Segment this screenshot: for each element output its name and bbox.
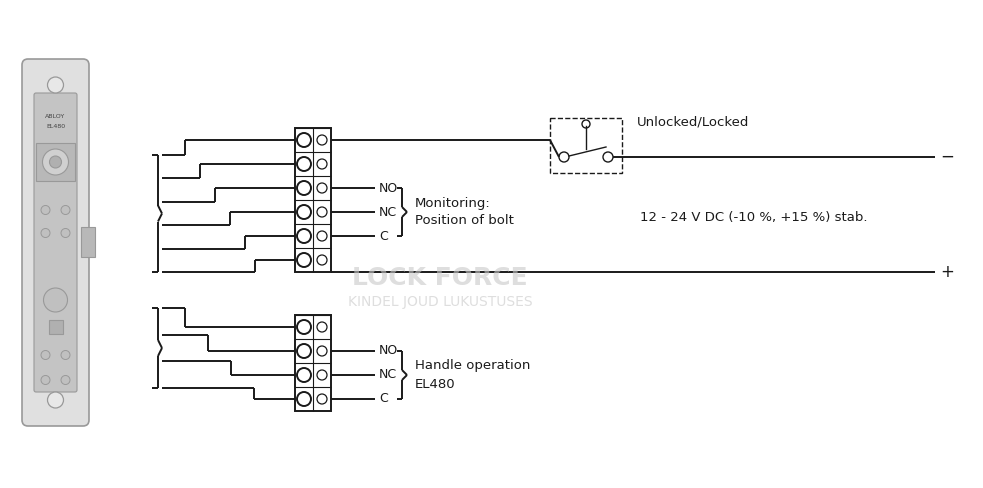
- Circle shape: [43, 288, 68, 312]
- Text: +: +: [940, 263, 954, 281]
- Text: NO: NO: [379, 182, 398, 195]
- Text: NC: NC: [379, 368, 397, 382]
- Circle shape: [317, 207, 327, 217]
- Circle shape: [317, 322, 327, 332]
- Circle shape: [61, 228, 70, 238]
- Text: Handle operation: Handle operation: [415, 360, 531, 372]
- FancyBboxPatch shape: [22, 59, 89, 426]
- Circle shape: [317, 394, 327, 404]
- Text: KINDEL JOUD LUKUSTUSES: KINDEL JOUD LUKUSTUSES: [348, 295, 533, 309]
- Circle shape: [317, 231, 327, 241]
- Circle shape: [297, 133, 311, 147]
- Circle shape: [41, 375, 50, 385]
- Circle shape: [297, 229, 311, 243]
- Bar: [295, 315, 331, 411]
- Circle shape: [317, 255, 327, 265]
- Circle shape: [297, 320, 311, 334]
- Text: LOCK FORCE: LOCK FORCE: [352, 266, 528, 290]
- Circle shape: [317, 370, 327, 380]
- Text: Unlocked/Locked: Unlocked/Locked: [637, 116, 749, 128]
- Circle shape: [297, 392, 311, 406]
- Circle shape: [297, 181, 311, 195]
- FancyBboxPatch shape: [34, 93, 77, 392]
- Circle shape: [603, 152, 613, 162]
- Circle shape: [297, 205, 311, 219]
- Text: ABLOY: ABLOY: [45, 115, 66, 120]
- Bar: [295, 128, 331, 272]
- Circle shape: [47, 77, 64, 93]
- Circle shape: [41, 228, 50, 238]
- Text: 12 - 24 V DC (-10 %, +15 %) stab.: 12 - 24 V DC (-10 %, +15 %) stab.: [640, 210, 868, 224]
- Circle shape: [582, 120, 590, 128]
- Text: NO: NO: [379, 345, 398, 358]
- Circle shape: [47, 392, 64, 408]
- Bar: [48, 320, 63, 334]
- Text: Monitoring:: Monitoring:: [415, 197, 491, 209]
- Circle shape: [317, 159, 327, 169]
- Circle shape: [297, 253, 311, 267]
- Circle shape: [297, 368, 311, 382]
- Circle shape: [317, 183, 327, 193]
- Text: C: C: [379, 229, 387, 243]
- Text: Position of bolt: Position of bolt: [415, 215, 514, 227]
- Bar: [550, 118, 622, 173]
- Circle shape: [41, 350, 50, 360]
- Circle shape: [297, 344, 311, 358]
- Circle shape: [317, 346, 327, 356]
- Circle shape: [61, 350, 70, 360]
- Circle shape: [317, 135, 327, 145]
- Circle shape: [61, 375, 70, 385]
- Circle shape: [61, 205, 70, 215]
- Text: EL480: EL480: [415, 378, 456, 390]
- Bar: [81, 227, 95, 257]
- Circle shape: [41, 205, 50, 215]
- Circle shape: [42, 149, 69, 175]
- Text: NC: NC: [379, 205, 397, 219]
- Circle shape: [49, 156, 62, 168]
- Bar: [36, 143, 75, 181]
- Circle shape: [297, 157, 311, 171]
- Circle shape: [559, 152, 569, 162]
- Text: EL480: EL480: [46, 124, 65, 129]
- Text: −: −: [940, 148, 954, 166]
- Text: C: C: [379, 392, 387, 406]
